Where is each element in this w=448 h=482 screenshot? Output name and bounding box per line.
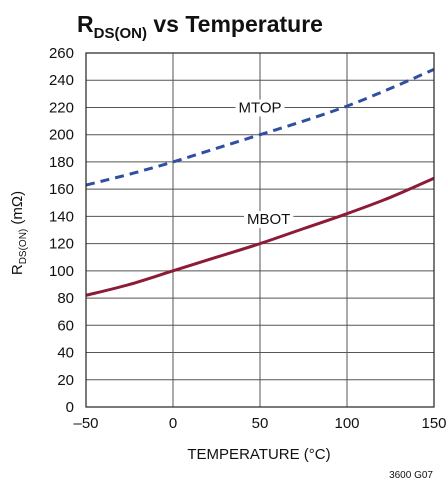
figure-id: 3600 G07	[389, 470, 433, 481]
y-tick-label: 60	[57, 317, 74, 334]
y-tick-label: 180	[49, 154, 74, 171]
x-tick-label: 100	[334, 415, 359, 432]
series-line-mtop	[85, 67, 435, 187]
series-labels: MTOP MBOT	[235, 99, 294, 229]
x-tick-label: 150	[421, 415, 446, 432]
x-tick-label: 50	[252, 415, 269, 432]
y-axis-label: RDS(ON) (mΩ)	[9, 191, 29, 275]
x-tick-label: –50	[73, 415, 98, 432]
y-tick-labels: 0 20 40 60 80 100 120 140 160 180 200 220 240 260	[49, 45, 74, 416]
x-tick-label: 0	[169, 415, 177, 432]
y-tick-label: 0	[66, 399, 74, 416]
chart-title: RDS(ON) vs Temperature	[77, 11, 323, 42]
series-label-background	[235, 99, 285, 117]
x-tick-labels: –50 0 50 100 150	[73, 415, 446, 432]
y-tick-label: 160	[49, 181, 74, 198]
series-label-mtop: MTOP	[238, 99, 281, 116]
y-tick-label: 20	[57, 372, 74, 389]
y-tick-label: 240	[49, 72, 74, 89]
y-tick-label: 40	[57, 345, 74, 362]
x-axis-label: TEMPERATURE (°C)	[187, 446, 330, 463]
y-tick-label: 200	[49, 127, 74, 144]
series-layer	[85, 67, 435, 297]
y-tick-label: 220	[49, 99, 74, 116]
y-tick-label: 80	[57, 290, 74, 307]
y-tick-label: 260	[49, 45, 74, 62]
plot-frame	[85, 52, 435, 408]
y-tick-label: 140	[49, 208, 74, 225]
y-tick-label: 100	[49, 263, 74, 280]
y-tick-label: 120	[49, 236, 74, 253]
series-label-background	[244, 211, 294, 229]
series-line-mbot	[85, 176, 435, 297]
series-label-mbot: MBOT	[247, 211, 290, 228]
